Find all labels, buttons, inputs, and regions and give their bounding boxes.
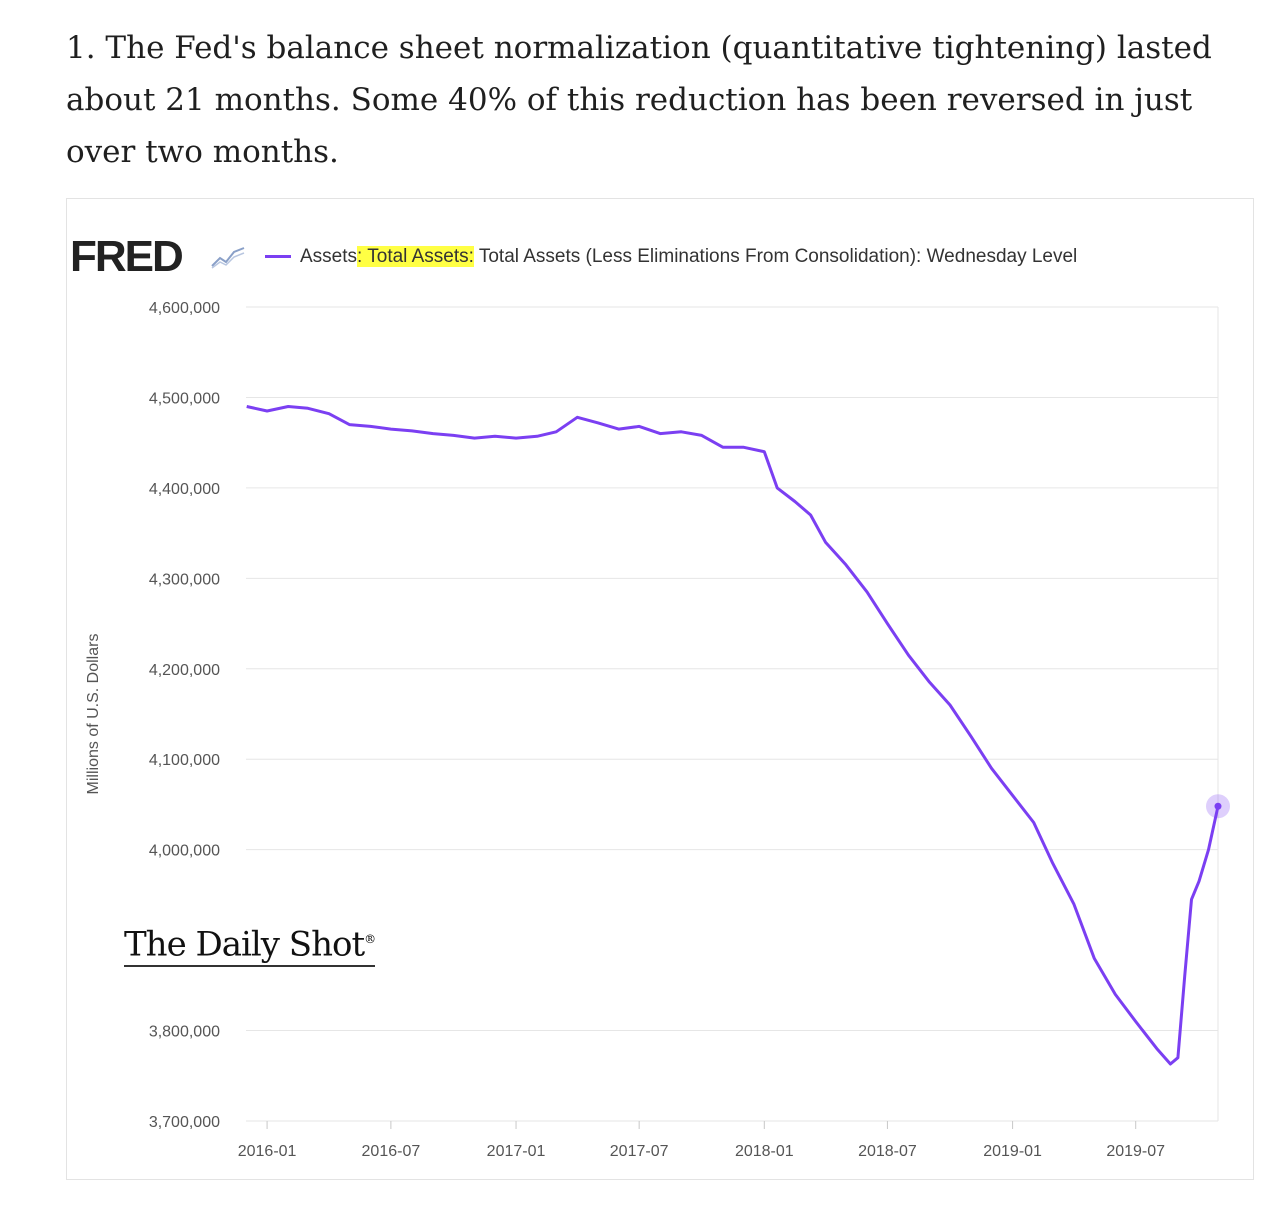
y-tick-label: 4,100,000	[149, 752, 220, 769]
x-tick-label: 2018-07	[858, 1143, 917, 1160]
legend-highlight: : Total Assets:	[357, 246, 474, 267]
x-tick-label: 2016-01	[238, 1143, 297, 1160]
watermark-name: The Daily Shot	[124, 924, 365, 965]
y-tick-label: 3,700,000	[149, 1114, 220, 1131]
daily-shot-watermark: The Daily Shot®	[124, 918, 376, 968]
y-tick-label: 4,500,000	[149, 390, 220, 407]
x-tick-label: 2016-07	[362, 1143, 421, 1160]
y-tick-label: 4,000,000	[149, 843, 220, 860]
line-chart-icon	[211, 247, 245, 269]
y-tick-label: 3,800,000	[149, 1024, 220, 1041]
legend-label[interactable]: Assets: Total Assets: Total Assets (Less…	[300, 242, 1130, 271]
x-tick-label: 2018-01	[735, 1143, 794, 1160]
intro-paragraph: 1. The Fed's balance sheet normalization…	[66, 30, 1212, 170]
x-tick-label: 2017-01	[487, 1143, 546, 1160]
chart-frame	[66, 198, 1254, 1180]
y-tick-label: 4,600,000	[149, 300, 220, 317]
last-point-marker[interactable]	[1214, 802, 1222, 810]
y-tick-label: 4,400,000	[149, 481, 220, 498]
x-tick-label: 2019-01	[983, 1143, 1042, 1160]
x-tick-label: 2019-07	[1106, 1143, 1165, 1160]
y-tick-label: 4,300,000	[149, 571, 220, 588]
legend-swatch	[265, 255, 291, 258]
fred-logo[interactable]: FRED	[70, 232, 184, 281]
y-tick-label: 4,200,000	[149, 662, 220, 679]
legend-prefix: Assets	[300, 246, 358, 267]
x-tick-label: 2017-07	[610, 1143, 669, 1160]
series-line[interactable]	[246, 405, 1220, 1066]
watermark-mark: ®	[364, 932, 376, 946]
legend-suffix: Total Assets (Less Eliminations From Con…	[473, 246, 1078, 267]
